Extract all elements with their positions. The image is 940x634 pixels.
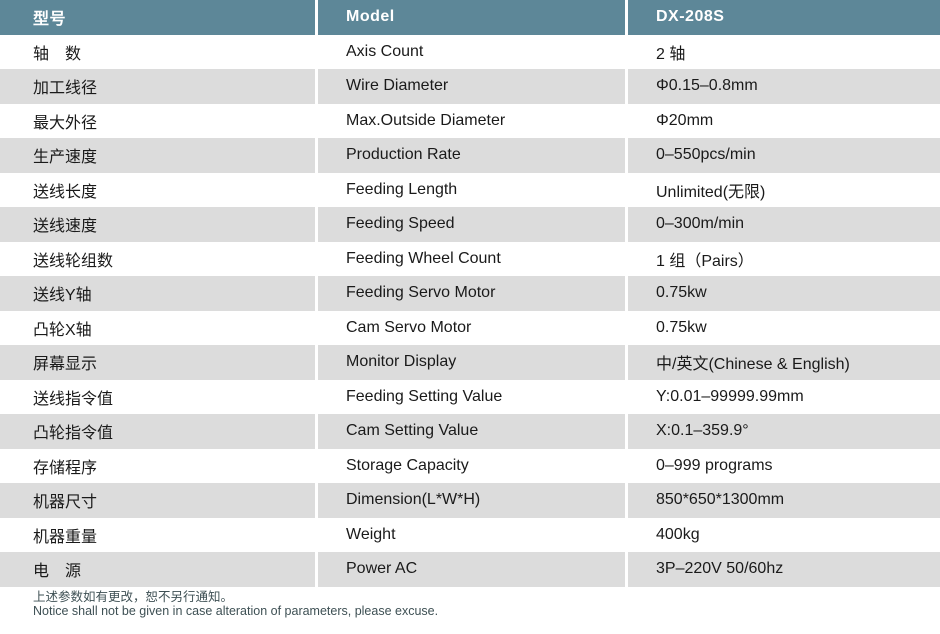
spec-value: X:0.1–359.9° — [628, 414, 940, 449]
spec-value: 0–300m/min — [628, 207, 940, 242]
spec-row-feeding-wheel-count: 送线轮组数 Feeding Wheel Count 1 组（Pairs） — [0, 242, 940, 277]
spec-label-en: Max.Outside Diameter — [346, 111, 506, 129]
spec-value: 2 轴 — [656, 45, 686, 63]
spec-row-wire-diameter: 加工线径 Wire Diameter Φ0.15–0.8mm — [0, 69, 940, 104]
spec-value: 0.75kw — [628, 276, 940, 311]
spec-value: 0.75kw — [656, 318, 707, 336]
spec-row-axis-count: 轴 数 Axis Count 2 轴 — [0, 35, 940, 70]
spec-value: Φ20mm — [656, 111, 714, 129]
spec-value: Y:0.01–99999.99mm — [656, 387, 804, 405]
footnote: 上述参数如有更改，恕不另行通知。 Notice shall not be giv… — [0, 590, 940, 620]
spec-row-max-outside-diameter: 最大外径 Max.Outside Diameter Φ20mm — [0, 104, 940, 139]
spec-label-en: Wire Diameter — [318, 69, 625, 104]
spec-label-en: Monitor Display — [318, 345, 625, 380]
spec-value: 850*650*1300mm — [628, 483, 940, 518]
spec-row-storage-capacity: 存储程序 Storage Capacity 0–999 programs — [0, 449, 940, 484]
spec-label-zh: 机器重量 — [33, 528, 98, 546]
spec-label-en: Dimension(L*W*H) — [318, 483, 625, 518]
spec-label-zh: 机器尺寸 — [0, 483, 315, 518]
spec-value: Unlimited(无限) — [656, 183, 766, 201]
spec-label-zh: 加工线径 — [0, 69, 315, 104]
spec-label-en: Feeding Speed — [318, 207, 625, 242]
spec-label-en: Feeding Servo Motor — [318, 276, 625, 311]
spec-value: 0–999 programs — [656, 456, 773, 474]
table-header-row: 型号 Model DX-208S — [0, 0, 940, 35]
spec-row-cam-servo-motor: 凸轮X轴 Cam Servo Motor 0.75kw — [0, 311, 940, 346]
spec-label-en: Cam Setting Value — [318, 414, 625, 449]
spec-label-en: Feeding Wheel Count — [346, 249, 501, 267]
spec-value: 400kg — [656, 525, 700, 543]
spec-label-en: Feeding Setting Value — [346, 387, 503, 405]
spec-label-zh: 存储程序 — [33, 459, 98, 477]
spec-row-production-rate: 生产速度 Production Rate 0–550pcs/min — [0, 138, 940, 173]
spec-value: 中/英文(Chinese & English) — [628, 345, 940, 380]
spec-row-cam-setting-value: 凸轮指令值 Cam Setting Value X:0.1–359.9° — [0, 414, 940, 449]
spec-label-zh: 送线速度 — [0, 207, 315, 242]
spec-label-zh: 屏幕显示 — [0, 345, 315, 380]
spec-label-zh: 送线Y轴 — [0, 276, 315, 311]
footnote-line-en: Notice shall not be given in case altera… — [33, 604, 439, 619]
spec-value: 0–550pcs/min — [628, 138, 940, 173]
spec-row-feeding-servo-motor: 送线Y轴 Feeding Servo Motor 0.75kw — [0, 276, 940, 311]
spec-label-en: Cam Servo Motor — [346, 318, 472, 336]
header-model-number: DX-208S — [628, 0, 940, 35]
spec-label-zh: 轴 数 — [33, 45, 82, 63]
spec-label-zh: 凸轮指令值 — [0, 414, 315, 449]
spec-label-zh: 送线指令值 — [33, 390, 114, 408]
spec-label-zh: 凸轮X轴 — [33, 321, 92, 339]
spec-row-weight: 机器重量 Weight 400kg — [0, 518, 940, 553]
spec-label-en: Axis Count — [346, 42, 424, 60]
footnote-line-zh: 上述参数如有更改，恕不另行通知。 — [33, 589, 234, 604]
spec-label-zh: 最大外径 — [33, 114, 98, 132]
header-model-label-zh: 型号 — [0, 0, 315, 35]
spec-row-feeding-length: 送线长度 Feeding Length Unlimited(无限) — [0, 173, 940, 208]
spec-row-dimension: 机器尺寸 Dimension(L*W*H) 850*650*1300mm — [0, 483, 940, 518]
header-model-label-en: Model — [318, 0, 625, 35]
spec-row-monitor-display: 屏幕显示 Monitor Display 中/英文(Chinese & Engl… — [0, 345, 940, 380]
spec-table: 型号 Model DX-208S 轴 数 Axis Count 2 轴 加工线径… — [0, 0, 940, 587]
spec-label-en: Production Rate — [318, 138, 625, 173]
spec-label-zh: 生产速度 — [0, 138, 315, 173]
spec-label-zh: 送线长度 — [33, 183, 98, 201]
spec-row-power-ac: 电 源 Power AC 3P–220V 50/60hz — [0, 552, 940, 587]
spec-value: Φ0.15–0.8mm — [628, 69, 940, 104]
spec-row-feeding-setting-value: 送线指令值 Feeding Setting Value Y:0.01–99999… — [0, 380, 940, 415]
spec-value: 1 组（Pairs） — [656, 252, 754, 270]
spec-label-en: Storage Capacity — [346, 456, 469, 474]
spec-label-en: Weight — [346, 525, 396, 543]
spec-row-feeding-speed: 送线速度 Feeding Speed 0–300m/min — [0, 207, 940, 242]
spec-label-zh: 送线轮组数 — [33, 252, 114, 270]
spec-label-en: Power AC — [318, 552, 625, 587]
spec-label-en: Feeding Length — [346, 180, 458, 198]
spec-value: 3P–220V 50/60hz — [628, 552, 940, 587]
spec-label-zh: 电 源 — [0, 552, 315, 587]
